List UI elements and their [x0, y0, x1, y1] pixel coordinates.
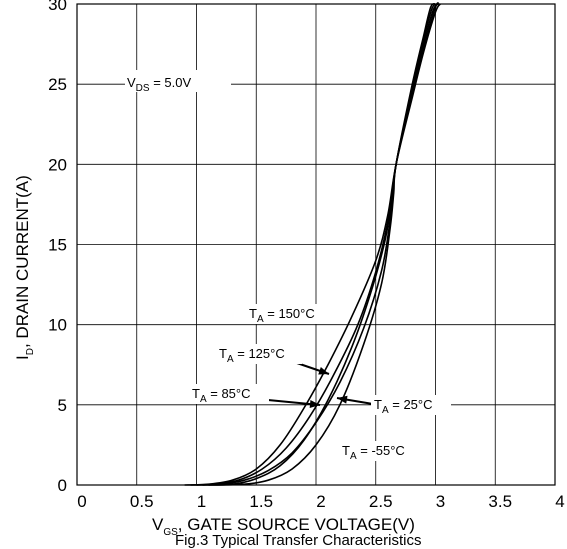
t150-annotation: TA = 150°C [249, 306, 315, 325]
annotation-leaders [267, 361, 374, 409]
t125-arrow-arrowhead [318, 366, 329, 375]
y-axis-label: ID, DRAIN CURRENT(A) [13, 175, 36, 360]
tm55-label-bg [339, 441, 425, 461]
plot-frame [76, 3, 556, 486]
grid [76, 3, 556, 486]
y-tick-label: 25 [48, 75, 67, 94]
t25-annotation: TA = 25°C [374, 397, 433, 416]
y-tick-label: 0 [58, 476, 67, 495]
x-tick-label: 0.5 [130, 492, 154, 511]
y-tick-label: 15 [48, 236, 67, 255]
t25-label-bg [371, 395, 451, 415]
x-tick-label: 4 [555, 492, 564, 511]
vds-label-bg [125, 70, 231, 92]
x-axis-label: VGS, GATE SOURCE VOLTAGE(V) [152, 515, 415, 538]
y-tick-label: 10 [48, 316, 67, 335]
x-tick-labels: 0 0.5 1 1.5 2 2.5 3 3.5 4 [77, 492, 564, 511]
x-tick-label: 2.5 [369, 492, 393, 511]
y-tick-label: 30 [48, 0, 67, 14]
t150-label-bg [246, 304, 332, 324]
y-tick-label: 20 [48, 155, 67, 174]
t125-label-bg [216, 344, 302, 364]
x-tick-label: 2 [316, 492, 325, 511]
series-group [184, 2, 441, 486]
x-tick-label: 0 [77, 492, 86, 511]
series-line [196, 3, 439, 486]
series-line [208, 3, 436, 486]
t25-arrow-arrowhead [337, 395, 348, 404]
t85-arrow-arrowhead [309, 400, 320, 409]
t125-annotation: TA = 125°C [219, 346, 285, 365]
x-tick-label: 3.5 [488, 492, 512, 511]
x-tick-label: 1.5 [249, 492, 273, 511]
vds-annotation: VDS = 5.0V [127, 75, 191, 94]
tm55-annotation: TA = -55°C [342, 443, 405, 462]
t85-label-bg [189, 384, 269, 404]
x-tick-label: 1 [197, 492, 206, 511]
y-tick-label: 5 [58, 396, 67, 415]
y-tick-labels: 0 5 10 15 20 25 30 [48, 0, 67, 495]
t85-annotation: TA = 85°C [192, 386, 251, 405]
series-line [190, 2, 440, 486]
x-tick-label: 3 [436, 492, 445, 511]
